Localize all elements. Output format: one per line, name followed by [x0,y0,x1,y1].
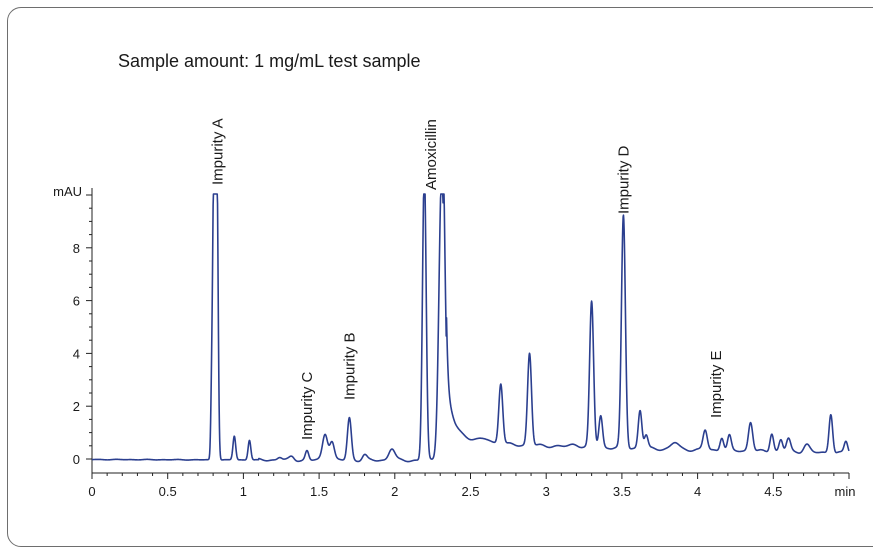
y-tick-label: 4 [73,346,80,361]
y-tick-label: 8 [73,241,80,256]
peak-label: Impurity B [341,332,358,400]
x-tick-label: 4.5 [764,484,782,499]
x-tick-label: 1 [240,484,247,499]
x-tick-label: 2.5 [461,484,479,499]
peak-labels: Impurity A Impurity C Impurity B Amoxicilli… [210,118,725,440]
x-tick-label: 3.5 [613,484,631,499]
x-tick-label: 0.5 [159,484,177,499]
peak-label: Impurity D [615,145,632,214]
x-axis-label: min [835,484,856,499]
y-tick-label: 2 [73,399,80,414]
y-tick-label: 0 [73,452,80,467]
chromatogram-trace [91,193,850,463]
x-tick-label: 0 [88,484,95,499]
chromatogram-chart: Sample amount: 1 mg/mL test sample 0 0.5 1… [53,51,856,499]
x-tick-label: 4 [694,484,701,499]
y-tick-label: 6 [73,294,80,309]
peak-label: Amoxicillin [423,119,440,190]
axes: 0 0.5 1 1.5 2 2.5 3 3.5 4 4.5 0 2 4 6 8 [73,188,850,499]
peak-label: Impurity A [210,118,227,185]
chart-title: Sample amount: 1 mg/mL test sample [118,51,420,71]
y-axis-label: mAU [53,184,82,199]
x-tick-label: 2 [391,484,398,499]
peak-label: Impurity E [708,350,725,418]
x-tick-label: 3 [543,484,550,499]
peak-label: Impurity C [299,371,316,440]
x-tick-label: 1.5 [310,484,328,499]
